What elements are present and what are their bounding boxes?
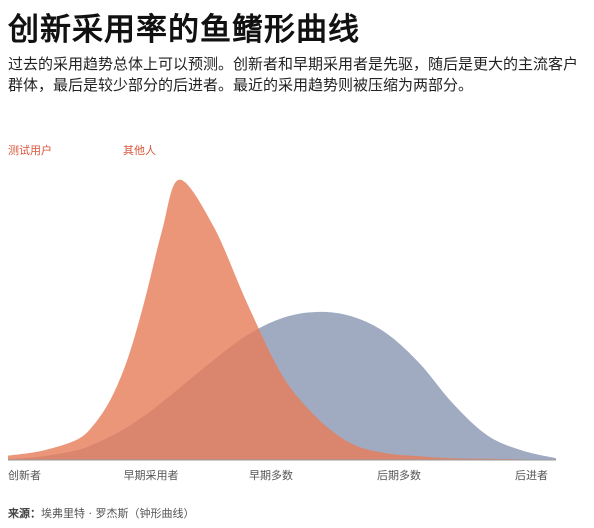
x-tick-label: 创新者 [8, 468, 41, 482]
x-tick-label: 早期采用者 [124, 469, 179, 482]
series-area-testers [8, 179, 556, 460]
x-tick-label: 后期多数 [377, 468, 421, 482]
x-tick-label: 后进者 [515, 469, 548, 482]
chart-subtitle: 过去的采用趋势总体上可以预测。创新者和早期采用者是先驱，随后是更大的主流客户群体… [8, 55, 579, 94]
source-label: 来源： [8, 507, 41, 520]
chart: 测试用户 其他人 创新者 早期采用者 早期多数 后期多数 后进者 [8, 143, 556, 482]
source-note: 来源：埃弗里特 · 罗杰斯（钟形曲线） [8, 505, 195, 521]
series-label-others: 其他人 [123, 144, 156, 157]
x-tick-label: 早期多数 [249, 468, 293, 482]
series-label-testers: 测试用户 [8, 143, 52, 157]
source-text: 埃弗里特 · 罗杰斯（钟形曲线） [41, 507, 195, 520]
chart-title: 创新采用率的鱼鳍形曲线 [8, 12, 360, 48]
